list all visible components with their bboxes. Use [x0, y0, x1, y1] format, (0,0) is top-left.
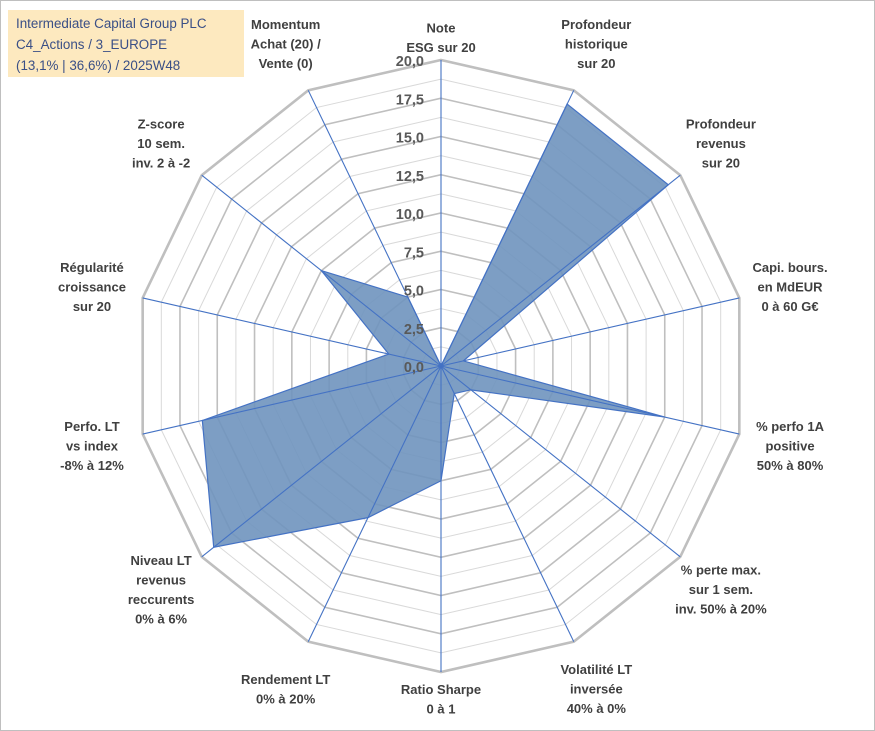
axis-label-group: Niveau LT revenus reccurents 0% à 6%	[128, 553, 194, 627]
axis-label: sur 1 sem.	[689, 582, 753, 597]
axis-label: inv. 2 à -2	[132, 155, 190, 170]
axis-line	[440, 365, 740, 435]
axis-label: 0 à 60 G€	[761, 299, 818, 314]
axis-label: historique	[565, 36, 628, 51]
axis-label-group: Profondeur revenus sur 20	[686, 116, 756, 170]
axis-label: Note	[427, 21, 456, 36]
axis-label: Profondeur	[561, 17, 631, 32]
axis-label: sur 20	[702, 155, 740, 170]
axis-label: positive	[765, 439, 814, 454]
axis-label: revenus	[136, 572, 186, 587]
axis-label-group: Régularité croissance sur 20	[58, 260, 126, 314]
axis-label: Ratio Sharpe	[401, 682, 481, 697]
axis-label-group: % perte max. sur 1 sem. inv. 50% à 20%	[675, 563, 767, 617]
axis-line	[440, 90, 575, 367]
series-area	[201, 103, 670, 548]
axis-line	[307, 90, 442, 367]
axis-label-group: Volatilité LT inversée 40% à 0%	[560, 662, 632, 716]
axis-line	[440, 365, 681, 558]
axis-label: vs index	[66, 439, 119, 454]
axis-label-group: Rendement LT 0% à 20%	[241, 672, 330, 707]
axis-label: Volatilité LT	[560, 662, 632, 677]
axis-label: Momentum	[251, 17, 320, 32]
axis-label: 0% à 6%	[135, 611, 187, 626]
axis-label: 10 sem.	[137, 136, 185, 151]
axis-label: Niveau LT	[131, 553, 192, 568]
axis-label: en MdEUR	[758, 279, 824, 294]
tick-label: 12,5	[396, 169, 424, 185]
axis-line	[440, 297, 740, 367]
axis-line	[201, 365, 442, 558]
axis-line	[142, 365, 442, 435]
axis-label: croissance	[58, 279, 126, 294]
axis-label: % perfo 1A	[756, 419, 825, 434]
axis-label-group: Profondeur historique sur 20	[561, 17, 631, 71]
axis-label-group: Perfo. LT vs index -8% à 12%	[60, 419, 124, 473]
axis-line	[307, 365, 442, 642]
tick-label: 2,5	[404, 322, 424, 338]
radar-axes	[142, 60, 740, 672]
axis-label: Profondeur	[686, 116, 756, 131]
axis-label: 50% à 80%	[757, 458, 824, 473]
axis-label: Achat (20) /	[251, 36, 321, 51]
axis-label-group: % perfo 1A positive 50% à 80%	[756, 419, 825, 473]
tick-label: 5,0	[404, 284, 424, 300]
tick-label: 17,5	[396, 92, 424, 108]
tick-label: 7,5	[404, 245, 424, 261]
axis-label-group: Momentum Achat (20) / Vente (0)	[251, 17, 321, 71]
axis-label-group: Z-score 10 sem. inv. 2 à -2	[132, 116, 190, 170]
tick-label: 15,0	[396, 131, 424, 147]
axis-label: Rendement LT	[241, 672, 330, 687]
axis-line	[440, 174, 681, 367]
tick-label: 20,0	[396, 54, 424, 70]
axis-label: 0% à 20%	[256, 691, 316, 706]
axis-line	[440, 365, 575, 642]
axis-label: Capi. bours.	[752, 260, 827, 275]
axis-label: inversée	[570, 682, 623, 697]
axis-label-group: Note ESG sur 20	[406, 21, 475, 56]
axis-label: % perte max.	[681, 563, 761, 578]
axis-label: Vente (0)	[259, 56, 313, 71]
radar-tick-labels: 0,0 2,5 5,0 7,5 10,0 12,5 15,0 17,5 20,0	[396, 54, 424, 376]
axis-line	[142, 297, 442, 367]
chart-subtitle-category: C4_Actions / 3_EUROPE	[16, 37, 168, 52]
axis-line	[201, 174, 442, 367]
axis-label: ESG sur 20	[406, 40, 475, 55]
chart-title: Intermediate Capital Group PLC	[16, 16, 207, 31]
axis-label: reccurents	[128, 592, 194, 607]
axis-label: 0 à 1	[427, 702, 456, 717]
axis-label: -8% à 12%	[60, 458, 124, 473]
axis-label: sur 20	[577, 56, 615, 71]
axis-label-group: Capi. bours. en MdEUR 0 à 60 G€	[752, 260, 827, 314]
chart-title-box: Intermediate Capital Group PLC C4_Action…	[8, 10, 244, 77]
axis-label: inv. 50% à 20%	[675, 602, 767, 617]
axis-label: revenus	[696, 136, 746, 151]
axis-label: sur 20	[73, 299, 111, 314]
tick-label: 0,0	[404, 360, 424, 376]
axis-label: Régularité	[60, 260, 124, 275]
radar-series	[201, 103, 670, 548]
tick-label: 10,0	[396, 207, 424, 223]
axis-label: Perfo. LT	[64, 419, 119, 434]
axis-label-group: Ratio Sharpe 0 à 1	[401, 682, 481, 717]
chart-subtitle-stats: (13,1% | 36,6%) / 2025W48	[16, 58, 181, 73]
radar-axis-labels: Note ESG sur 20 Profondeur historique sur 20…	[58, 17, 828, 717]
axis-label: Z-score	[138, 116, 185, 131]
axis-label: 40% à 0%	[567, 701, 627, 716]
